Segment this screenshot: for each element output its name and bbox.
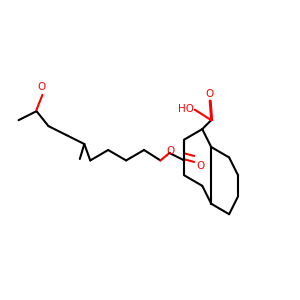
Text: O: O	[206, 88, 214, 99]
Text: O: O	[196, 160, 205, 170]
Text: HO: HO	[178, 104, 194, 114]
Text: O: O	[37, 82, 45, 92]
Text: O: O	[167, 146, 175, 157]
